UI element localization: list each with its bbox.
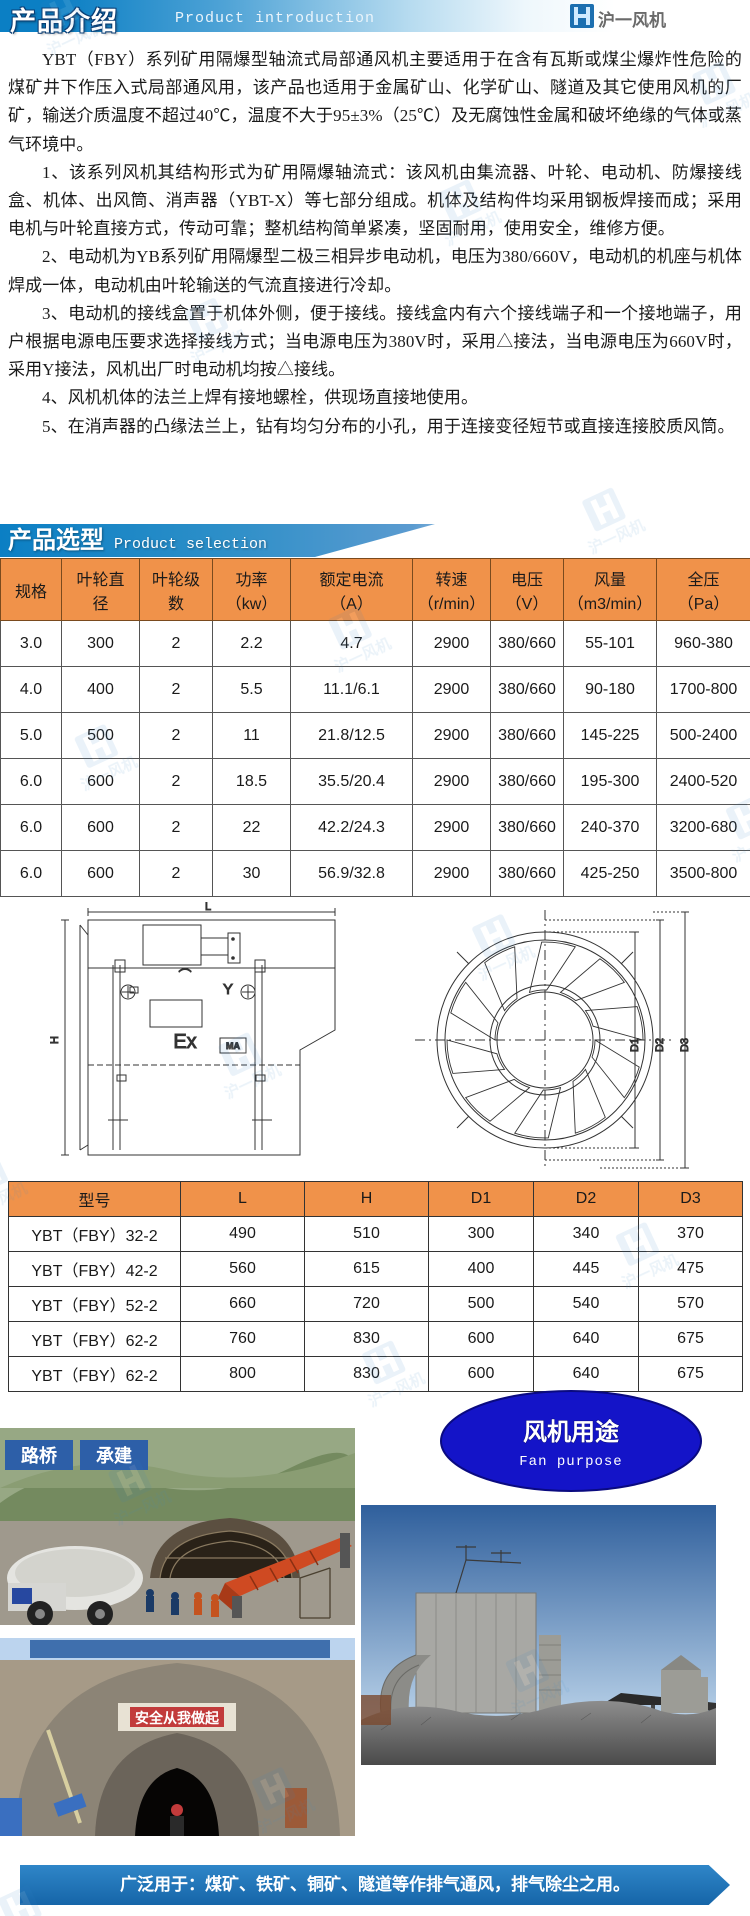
svg-text:风机用途: 风机用途 [523,1418,620,1446]
svg-text:安全从我做起: 安全从我做起 [135,1710,220,1726]
svg-text:⌒: ⌒ [178,968,191,983]
svg-text:路桥: 路桥 [21,1445,58,1466]
svg-text:Fan purpose: Fan purpose [519,1454,622,1470]
svg-text:H: H [49,1036,61,1044]
svg-text:D3: D3 [679,1038,691,1052]
svg-text:D1: D1 [629,1038,641,1052]
svg-text:Ex: Ex [173,1031,196,1053]
svg-text:L: L [205,901,211,913]
svg-text:Y: Y [223,981,233,998]
svg-text:承建: 承建 [96,1445,132,1466]
svg-text:D2: D2 [654,1038,666,1052]
svg-text:MA: MA [226,1041,240,1051]
